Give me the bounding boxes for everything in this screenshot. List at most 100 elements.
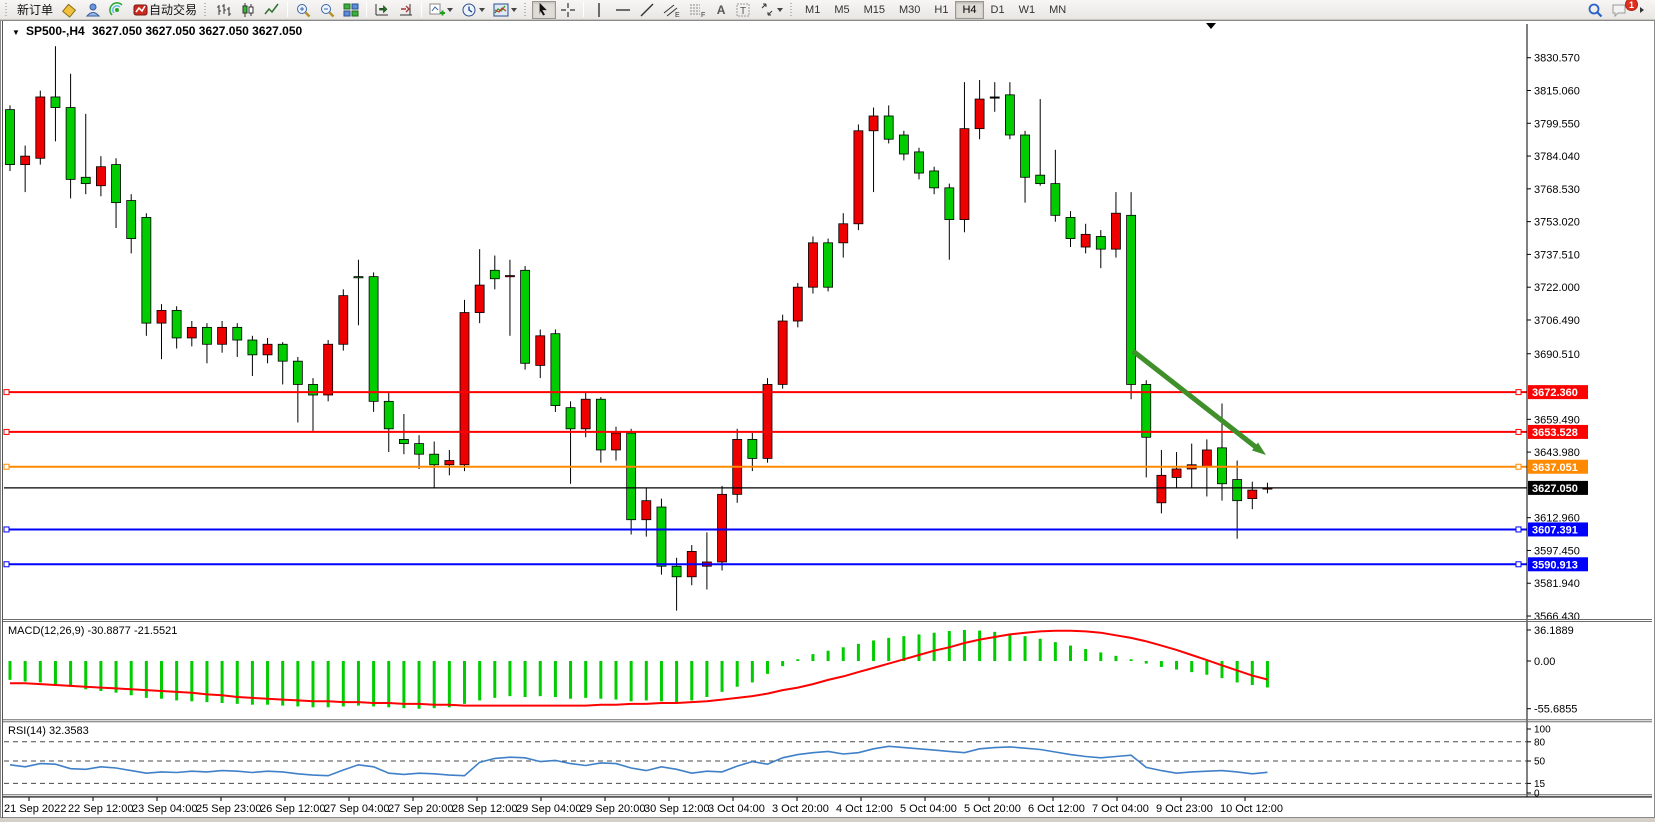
symbol-dropdown-icon: ▼	[12, 28, 20, 37]
chart-title[interactable]: ▼ SP500-,H4 3627.050 3627.050 3627.050 362…	[12, 24, 303, 38]
candle-body	[398, 438, 409, 445]
text-label-tool-button[interactable]: T	[731, 1, 755, 19]
tile-windows-button[interactable]	[339, 1, 363, 19]
time-tick-label: 29 Sep 20:00	[580, 803, 645, 815]
zoom-in-button[interactable]	[291, 1, 315, 19]
arrows-icon	[761, 3, 773, 15]
trendline-tool-button[interactable]	[635, 1, 659, 19]
line-handle	[3, 463, 10, 470]
text-tool-button[interactable]: A	[711, 1, 731, 19]
candle-body	[1065, 217, 1076, 239]
candle-body	[883, 115, 894, 140]
hline-3590.913[interactable]	[3, 561, 1527, 568]
rsi-tick-label: 80	[1534, 737, 1546, 748]
chevron-down-icon	[511, 7, 518, 12]
bar-position-marker[interactable]	[1206, 23, 1216, 29]
candle-body	[1080, 233, 1091, 248]
chat-button[interactable]: 1	[1607, 0, 1638, 19]
trend-arrow[interactable]	[1131, 349, 1266, 455]
rsi-tick-label: 15	[1534, 779, 1546, 790]
symbol-title: SP500-,H4	[26, 24, 85, 38]
price-axis[interactable]: 3830.570 3815.060 3799.550 3784.040 3768.530…	[1527, 53, 1580, 623]
title-ohlc-values: 3627.050 3627.050 3627.050 3627.050	[92, 24, 303, 38]
toolbar-drag-handle[interactable]	[5, 2, 10, 17]
accounts-icon[interactable]	[81, 1, 105, 19]
auto-scroll-button[interactable]	[370, 1, 394, 19]
autotrade-icon	[133, 4, 148, 15]
macd-panel[interactable]: MACD(12,26,9) -30.8877 -21.5521 36.1889 0.…	[8, 625, 1577, 716]
timeframe-h1[interactable]: H1	[934, 3, 949, 16]
toolbar-drag-handle[interactable]	[790, 2, 796, 17]
price-tick-label: 3768.530	[1534, 184, 1580, 196]
timeframe-m1[interactable]: M1	[805, 3, 821, 16]
cursor-tool-button[interactable]	[532, 0, 557, 19]
signals-icon-button[interactable]	[105, 1, 129, 19]
hline-3607.391[interactable]	[3, 526, 1527, 533]
timeframe-h4[interactable]: H4	[955, 0, 984, 19]
timeframe-m5[interactable]: M5	[834, 3, 850, 16]
candle-body	[383, 400, 394, 430]
equidistant-channel-tool-button[interactable]: E	[659, 1, 685, 19]
line-handle	[3, 561, 10, 568]
templates-button[interactable]	[489, 1, 521, 19]
chart-shift-button[interactable]	[394, 1, 418, 19]
fibonacci-tool-button[interactable]: F	[685, 1, 711, 19]
candles[interactable]	[5, 46, 1273, 611]
crosshair-tool-button[interactable]	[556, 1, 580, 19]
time-tick-label: 28 Sep 12:00	[452, 803, 517, 815]
search-button[interactable]	[1583, 1, 1607, 19]
candle-body	[217, 326, 228, 345]
time-tick-label: 27 Sep 04:00	[324, 803, 389, 815]
new-order-button[interactable]: 新订单	[13, 1, 57, 19]
time-tick-label: 26 Sep 12:00	[260, 803, 325, 815]
candle-body	[247, 339, 258, 356]
price-label-3653.528: 3653.528	[1528, 424, 1588, 439]
candle-chart-mode-button[interactable]	[236, 1, 260, 19]
hline-3672.360[interactable]	[3, 389, 1527, 396]
price-tick-label: 3753.020	[1534, 217, 1580, 229]
hline-3637.051[interactable]	[3, 463, 1527, 470]
autotrade-button[interactable]: 自动交易	[129, 1, 201, 19]
price-tick-label: 3690.510	[1534, 349, 1580, 361]
toolbar-overflow-button[interactable]	[1633, 1, 1653, 19]
bar-chart-mode-button[interactable]	[212, 1, 236, 19]
line-chart-mode-button[interactable]	[260, 1, 284, 19]
candle-body	[656, 506, 667, 567]
horizontal-line-tool-button[interactable]	[611, 1, 635, 19]
hline-3653.528[interactable]	[3, 428, 1527, 435]
svg-text:3627.050: 3627.050	[1532, 483, 1578, 495]
timeframe-mn[interactable]: MN	[1049, 3, 1067, 16]
toolbar-separator	[287, 2, 289, 17]
timeframe-m15[interactable]: M15	[863, 3, 885, 16]
add-indicator-button[interactable]	[425, 1, 457, 19]
timeframe-m30[interactable]: M30	[899, 3, 921, 16]
add-indicator-icon	[429, 3, 446, 15]
line-handle	[1515, 526, 1522, 533]
toolbar-drag-handle[interactable]	[204, 2, 210, 17]
line-handle	[3, 428, 10, 435]
chevron-down-icon	[777, 7, 784, 12]
svg-text:3672.360: 3672.360	[1532, 387, 1578, 399]
candle-body	[20, 155, 31, 165]
candle-body	[580, 398, 591, 430]
price-chart[interactable]: ▼ SP500-,H4 3627.050 3627.050 3627.050 362…	[0, 20, 1655, 822]
zoom-out-button[interactable]	[315, 1, 339, 19]
vertical-line-tool-button[interactable]	[587, 1, 611, 19]
timeframe-d1[interactable]: D1	[990, 3, 1005, 16]
toolbar-drag-handle[interactable]	[524, 2, 530, 17]
candle-body	[565, 407, 576, 430]
time-tick-label: 29 Sep 04:00	[516, 803, 581, 815]
periods-button[interactable]	[457, 1, 489, 19]
candle-body	[959, 128, 970, 220]
market-watch-icon[interactable]	[57, 1, 81, 19]
candle-body	[186, 326, 197, 339]
candle-body	[444, 460, 455, 466]
candle-body	[762, 384, 773, 459]
line-handle	[3, 389, 10, 396]
timeframe-w1[interactable]: W1	[1018, 3, 1036, 16]
rsi-line	[9, 745, 1268, 777]
time-tick-label: 22 Sep 12:00	[68, 803, 133, 815]
arrows-tool-button[interactable]	[755, 1, 787, 19]
